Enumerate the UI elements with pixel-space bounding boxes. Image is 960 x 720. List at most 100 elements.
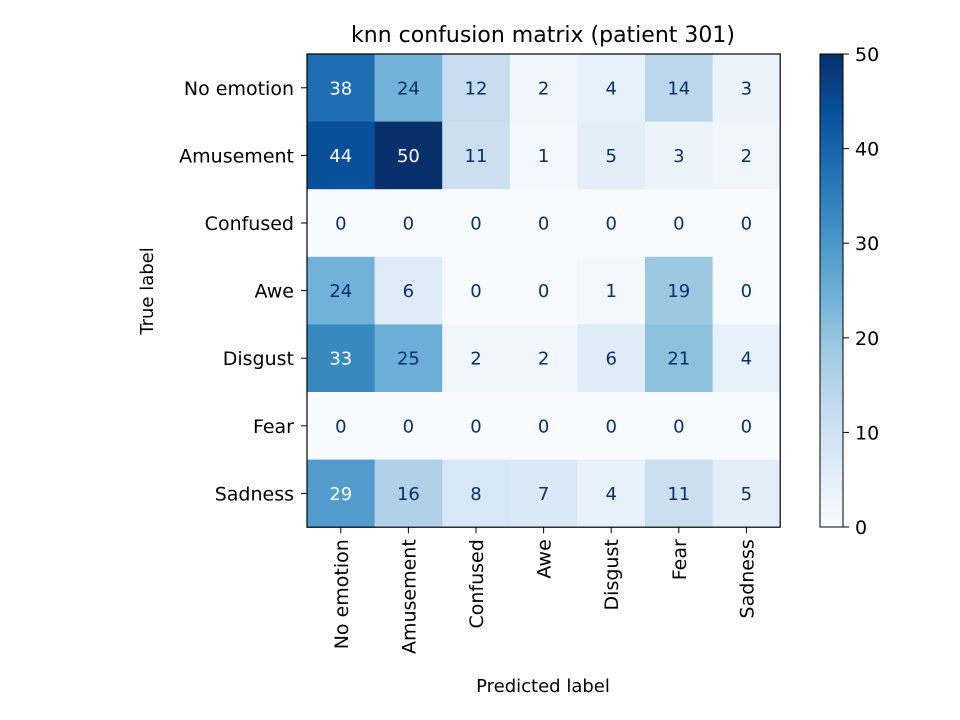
cell-value-label: 3	[673, 146, 684, 167]
cell-value-label: 0	[605, 214, 616, 235]
heatmap-cell	[645, 324, 714, 393]
cell-value-label: 24	[329, 281, 352, 302]
cell-value-label: 0	[538, 416, 549, 437]
cell-value-label: 0	[470, 281, 481, 302]
cell-value-label: 5	[605, 146, 616, 167]
heatmap-cell	[509, 459, 578, 528]
cell-value-label: 6	[605, 349, 616, 370]
heatmap-cell	[307, 392, 376, 461]
heatmap-cell	[577, 324, 646, 393]
heatmap-cell	[509, 54, 578, 123]
x-axis-label: Predicted label	[476, 676, 610, 697]
colorbar-tick-label: 10	[855, 422, 879, 444]
heatmap-cell	[374, 392, 443, 461]
cell-value-label: 0	[335, 416, 346, 437]
cell-value-label: 0	[741, 416, 752, 437]
cell-value-label: 0	[470, 214, 481, 235]
cell-value-label: 0	[741, 214, 752, 235]
heatmap-cell	[645, 189, 714, 258]
heatmap-cell	[712, 189, 781, 258]
heatmap-cell	[577, 189, 646, 258]
cell-value-label: 14	[667, 78, 690, 99]
heatmap-cell	[712, 459, 781, 528]
y-tick-label: No emotion	[184, 78, 294, 100]
cell-value-label: 0	[673, 416, 684, 437]
heatmap-cell	[712, 256, 781, 325]
heatmap-cell	[712, 392, 781, 461]
cell-value-label: 2	[470, 349, 481, 370]
cell-value-label: 12	[465, 78, 488, 99]
cell-value-label: 4	[741, 349, 752, 370]
y-tick-label: Fear	[253, 416, 294, 438]
cell-value-label: 29	[329, 484, 352, 505]
cell-value-label: 33	[329, 349, 352, 370]
x-tick-label: Fear	[669, 539, 691, 580]
y-axis-ticks: No emotion Amusement Confused Awe Disgust Fea…	[179, 78, 307, 505]
colorbar-gradient	[819, 53, 844, 528]
heatmap-cell	[712, 121, 781, 190]
cell-value-label: 0	[470, 416, 481, 437]
cell-value-label: 0	[741, 281, 752, 302]
y-tick-label: Sadness	[215, 483, 294, 505]
x-tick-label: Sadness	[736, 539, 758, 618]
colorbar: 0 10 20 30 40 50	[819, 44, 879, 539]
y-axis-label: True label	[137, 247, 158, 336]
cell-value-label: 19	[667, 281, 690, 302]
cell-value-label: 0	[605, 416, 616, 437]
cell-value-label: 5	[741, 484, 752, 505]
cell-value-label: 0	[403, 416, 414, 437]
heatmap-cell	[374, 324, 443, 393]
heatmap-cell	[509, 121, 578, 190]
heatmap-cell	[442, 121, 511, 190]
heatmap-cell	[577, 459, 646, 528]
heatmap-cell	[307, 324, 376, 393]
heatmap-cell	[374, 256, 443, 325]
cell-value-label: 11	[465, 146, 488, 167]
heatmap-cell	[442, 459, 511, 528]
cell-value-label: 11	[667, 484, 690, 505]
y-tick-label: Amusement	[179, 145, 294, 167]
cell-value-label: 24	[397, 78, 420, 99]
heatmap-cell	[374, 54, 443, 123]
heatmap-cell	[509, 189, 578, 258]
cell-value-label: 21	[667, 349, 690, 370]
heatmap-cell	[645, 459, 714, 528]
chart-title: knn confusion matrix (patient 301)	[351, 23, 735, 48]
heatmap-cell	[645, 121, 714, 190]
cell-value-label: 2	[741, 146, 752, 167]
colorbar-tick-label: 30	[855, 233, 879, 255]
heatmap-cell	[577, 121, 646, 190]
y-tick-label: Disgust	[223, 348, 294, 370]
heatmap-cell	[307, 459, 376, 528]
heatmap-cell	[442, 256, 511, 325]
cell-value-label: 1	[605, 281, 616, 302]
heatmap-cells: 38 24 12 2 4 14 344 50 11 1 5 3 20 0 0 0 0 0 024 6 0 0 1 19 033 2…	[307, 54, 781, 528]
heatmap-cell	[577, 392, 646, 461]
heatmap-cell	[374, 189, 443, 258]
cell-value-label: 0	[538, 214, 549, 235]
x-tick-label: Disgust	[601, 539, 623, 610]
cell-value-label: 38	[329, 78, 352, 99]
cell-value-label: 1	[538, 146, 549, 167]
cell-value-label: 25	[397, 349, 420, 370]
cell-value-label: 4	[605, 78, 616, 99]
cell-value-label: 7	[538, 484, 549, 505]
heatmap-cell	[712, 324, 781, 393]
heatmap-cell	[442, 54, 511, 123]
heatmap-cell	[374, 121, 443, 190]
heatmap-cell	[645, 54, 714, 123]
x-tick-label: No emotion	[331, 539, 353, 649]
x-tick-label: Confused	[466, 539, 488, 628]
heatmap-cell	[645, 256, 714, 325]
cell-value-label: 44	[329, 146, 352, 167]
heatmap-cell	[509, 392, 578, 461]
cell-value-label: 16	[397, 484, 420, 505]
heatmap-cell	[307, 256, 376, 325]
y-tick-label: Awe	[255, 281, 294, 303]
cell-value-label: 2	[538, 78, 549, 99]
x-tick-label: Awe	[534, 539, 556, 578]
heatmap-cell	[645, 392, 714, 461]
cell-value-label: 0	[673, 214, 684, 235]
heatmap-cell	[577, 256, 646, 325]
heatmap-cell	[509, 324, 578, 393]
